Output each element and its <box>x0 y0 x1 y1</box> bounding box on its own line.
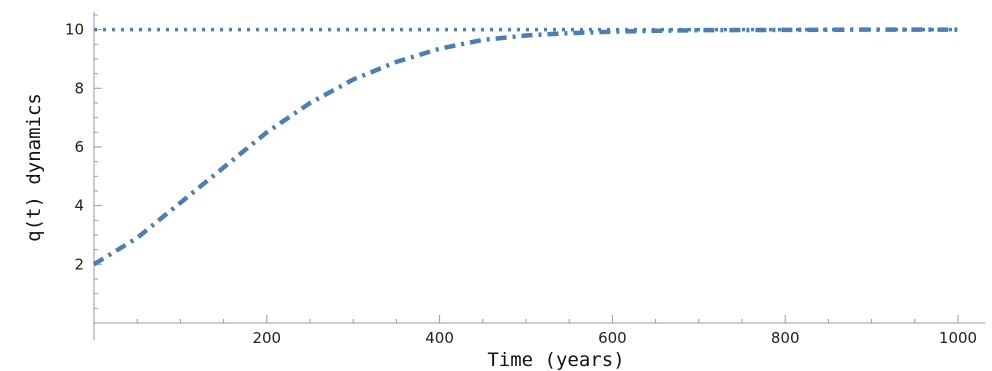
minor-ticks <box>94 14 916 323</box>
x-tick-label: 400 <box>425 329 454 347</box>
y-tick-label: 2 <box>74 255 84 273</box>
y-tick-label: 4 <box>74 197 84 215</box>
y-tick-label: 10 <box>65 21 84 39</box>
x-tick-label: 800 <box>771 329 800 347</box>
x-axis-title: Time (years) <box>487 349 624 371</box>
y-axis-title: q(t) dynamics <box>23 93 45 242</box>
major-ticks: 200 400 600 800 1000 2 4 6 8 10 <box>65 21 977 347</box>
y-tick-label: 6 <box>74 138 84 156</box>
series-layer <box>92 27 958 267</box>
x-tick-label: 1000 <box>939 329 977 347</box>
y-tick-label: 8 <box>74 79 84 97</box>
axes <box>93 12 985 340</box>
x-tick-label: 200 <box>252 329 281 347</box>
x-tick-label: 600 <box>598 329 627 347</box>
series-line-2 <box>92 27 958 267</box>
